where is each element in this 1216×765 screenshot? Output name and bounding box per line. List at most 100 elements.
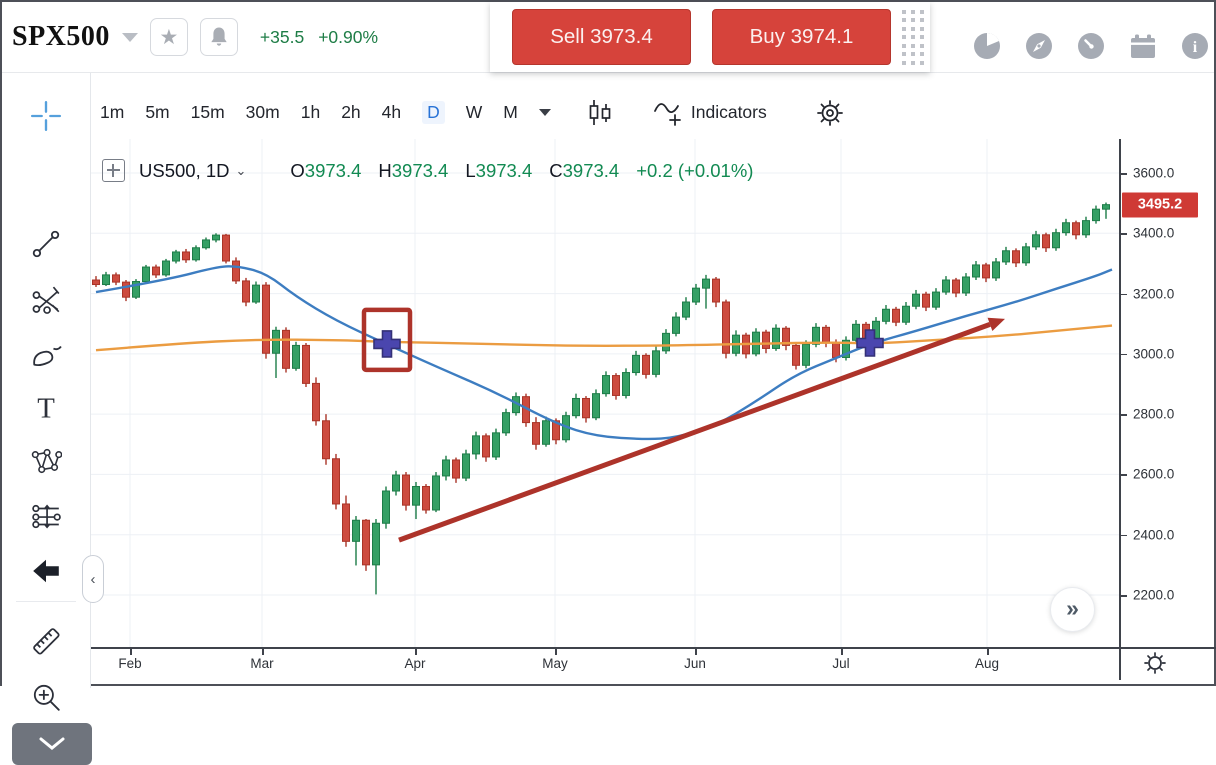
chart-settings-button[interactable] [814,97,846,129]
svg-text:i: i [1193,39,1198,56]
time-axis-line [90,647,1216,649]
price-tick [1119,293,1127,296]
indicators-button[interactable]: Indicators [653,98,767,128]
gear-icon [816,99,843,126]
toolbar-collapse-handle[interactable]: ‹ [82,555,104,603]
drawing-toolbar: T [2,73,92,765]
ma-fast-line[interactable] [95,265,1113,441]
candlestick-series [92,202,1110,595]
timeframe-1m[interactable]: 1m [100,102,125,122]
buy-button[interactable]: Buy 3974.1 [712,9,891,65]
svg-text:T: T [37,393,55,423]
ohlc-values: O3973.4 H3973.4 L3973.4 C3973.4 +0.2 (+0.01%… [290,160,753,182]
rectangle-annotation[interactable] [361,307,413,373]
info-icon[interactable]: i [1181,32,1209,60]
gauge-icon[interactable] [1077,32,1105,60]
trend-line-tool-icon[interactable] [30,228,62,260]
ohlc-L: L3973.4 [465,159,533,181]
time-axis[interactable]: Feb Mar Apr May Jun Jul Aug [90,648,1119,680]
axis-settings-gear-icon[interactable] [1142,650,1168,676]
month-label: Jun [684,656,706,671]
price-label: 3000.0 [1133,346,1175,362]
price-axis[interactable]: 3600.0 3400.0 3200.0 3000.0 2800.0 2600.0 2400… [1119,139,1216,647]
fib-lines-tool-icon[interactable] [30,285,62,317]
ohlc-change: +0.2 (+0.01%) [636,159,754,181]
compass-icon[interactable] [1025,32,1053,60]
measure-tool-icon[interactable] [29,624,63,658]
chart-plot-area[interactable] [90,139,1119,647]
chevron-double-right-icon: » [1066,594,1079,621]
arrow-tool-icon[interactable] [30,555,62,587]
expand-chart-button[interactable]: » [1050,587,1095,632]
crosshair-tool-icon[interactable] [30,100,62,132]
favorite-button[interactable]: ★ [149,18,188,56]
timeframe-D[interactable]: D [422,101,445,124]
drag-handle[interactable] [902,9,924,65]
add-symbol-icon[interactable] [102,159,125,182]
legend-symbol[interactable]: US500, 1D [139,159,230,181]
price-tick [1119,233,1127,235]
chart-legend: US500, 1D ⌄ O3973.4 H3973.4 L3973.4 C3973.4… [102,159,753,182]
month-label: Feb [118,656,142,671]
timeframe-30m[interactable]: 30m [245,102,280,122]
timeframe-2h[interactable]: 2h [341,102,361,122]
chevron-down-icon [39,737,65,750]
price-tick [1119,534,1127,537]
month-label: Mar [250,656,274,671]
price-change: +35.5 +0.90% [260,27,378,48]
text-tool-icon[interactable]: T [30,391,62,423]
toolbar-divider [16,601,76,602]
timeframe-chevron-down-icon[interactable] [538,109,551,116]
month-tick [841,648,843,655]
alert-button[interactable] [199,18,238,56]
timeframe-4h[interactable]: 4h [381,102,402,122]
brush-tool-icon[interactable] [30,339,62,371]
indicators-label: Indicators [690,102,767,122]
bell-icon [211,27,227,46]
chevron-left-icon: ‹ [90,570,96,588]
price-axis-line [1119,139,1121,680]
timeframe-W[interactable]: W [465,102,483,122]
chart-toolbar: 1m 5m 15m 30m 1h 2h 4h D W M Indicators [100,86,846,139]
month-tick [415,648,417,655]
trend-arrow-annotation[interactable] [398,317,1005,543]
symbol-chevron-down-icon[interactable] [121,32,138,42]
timeframe-15m[interactable]: 15m [190,102,225,122]
header-icon-group: i [973,32,1209,60]
month-tick [695,648,697,655]
ohlc-C: C3973.4 [549,159,620,181]
price-label: 2200.0 [1133,587,1175,603]
timeframe-M[interactable]: M [503,102,518,122]
candlestick-style-icon [589,99,611,125]
month-label: Jul [832,656,850,671]
toolbar-expand-button[interactable] [12,723,92,765]
timeframe-5m[interactable]: 5m [145,102,170,122]
symbol-title: SPX500 [12,21,110,52]
gridlines [90,139,1119,647]
price-label: 2400.0 [1133,527,1175,543]
projection-tool-icon[interactable] [30,500,62,532]
trade-panel: Sell 3973.4 Buy 3974.1 [490,2,930,72]
ohlc-O: O3973.4 [290,159,362,181]
cross-marker[interactable] [373,330,401,358]
calendar-icon[interactable] [1129,32,1157,60]
price-tick [1119,414,1127,416]
month-label: Aug [974,656,1000,671]
price-tick [1119,474,1127,476]
legend-chevron-down-icon[interactable]: ⌄ [235,162,247,178]
change-percent: +0.90% [318,26,379,47]
cross-marker[interactable] [856,329,884,357]
timeframe-1h[interactable]: 1h [300,102,321,122]
price-tick [1119,353,1127,356]
price-label: 2800.0 [1133,406,1175,422]
price-tick [1119,173,1127,175]
pie-chart-icon[interactable] [973,32,1001,60]
sell-button[interactable]: Sell 3973.4 [512,9,691,65]
ohlc-H: H3973.4 [378,159,449,181]
xabcd-pattern-tool-icon[interactable] [30,445,62,477]
month-label: May [542,656,568,671]
chart-style-button[interactable] [586,98,614,128]
star-icon: ★ [159,25,179,49]
month-tick [555,648,557,655]
change-points: +35.5 [259,26,305,47]
